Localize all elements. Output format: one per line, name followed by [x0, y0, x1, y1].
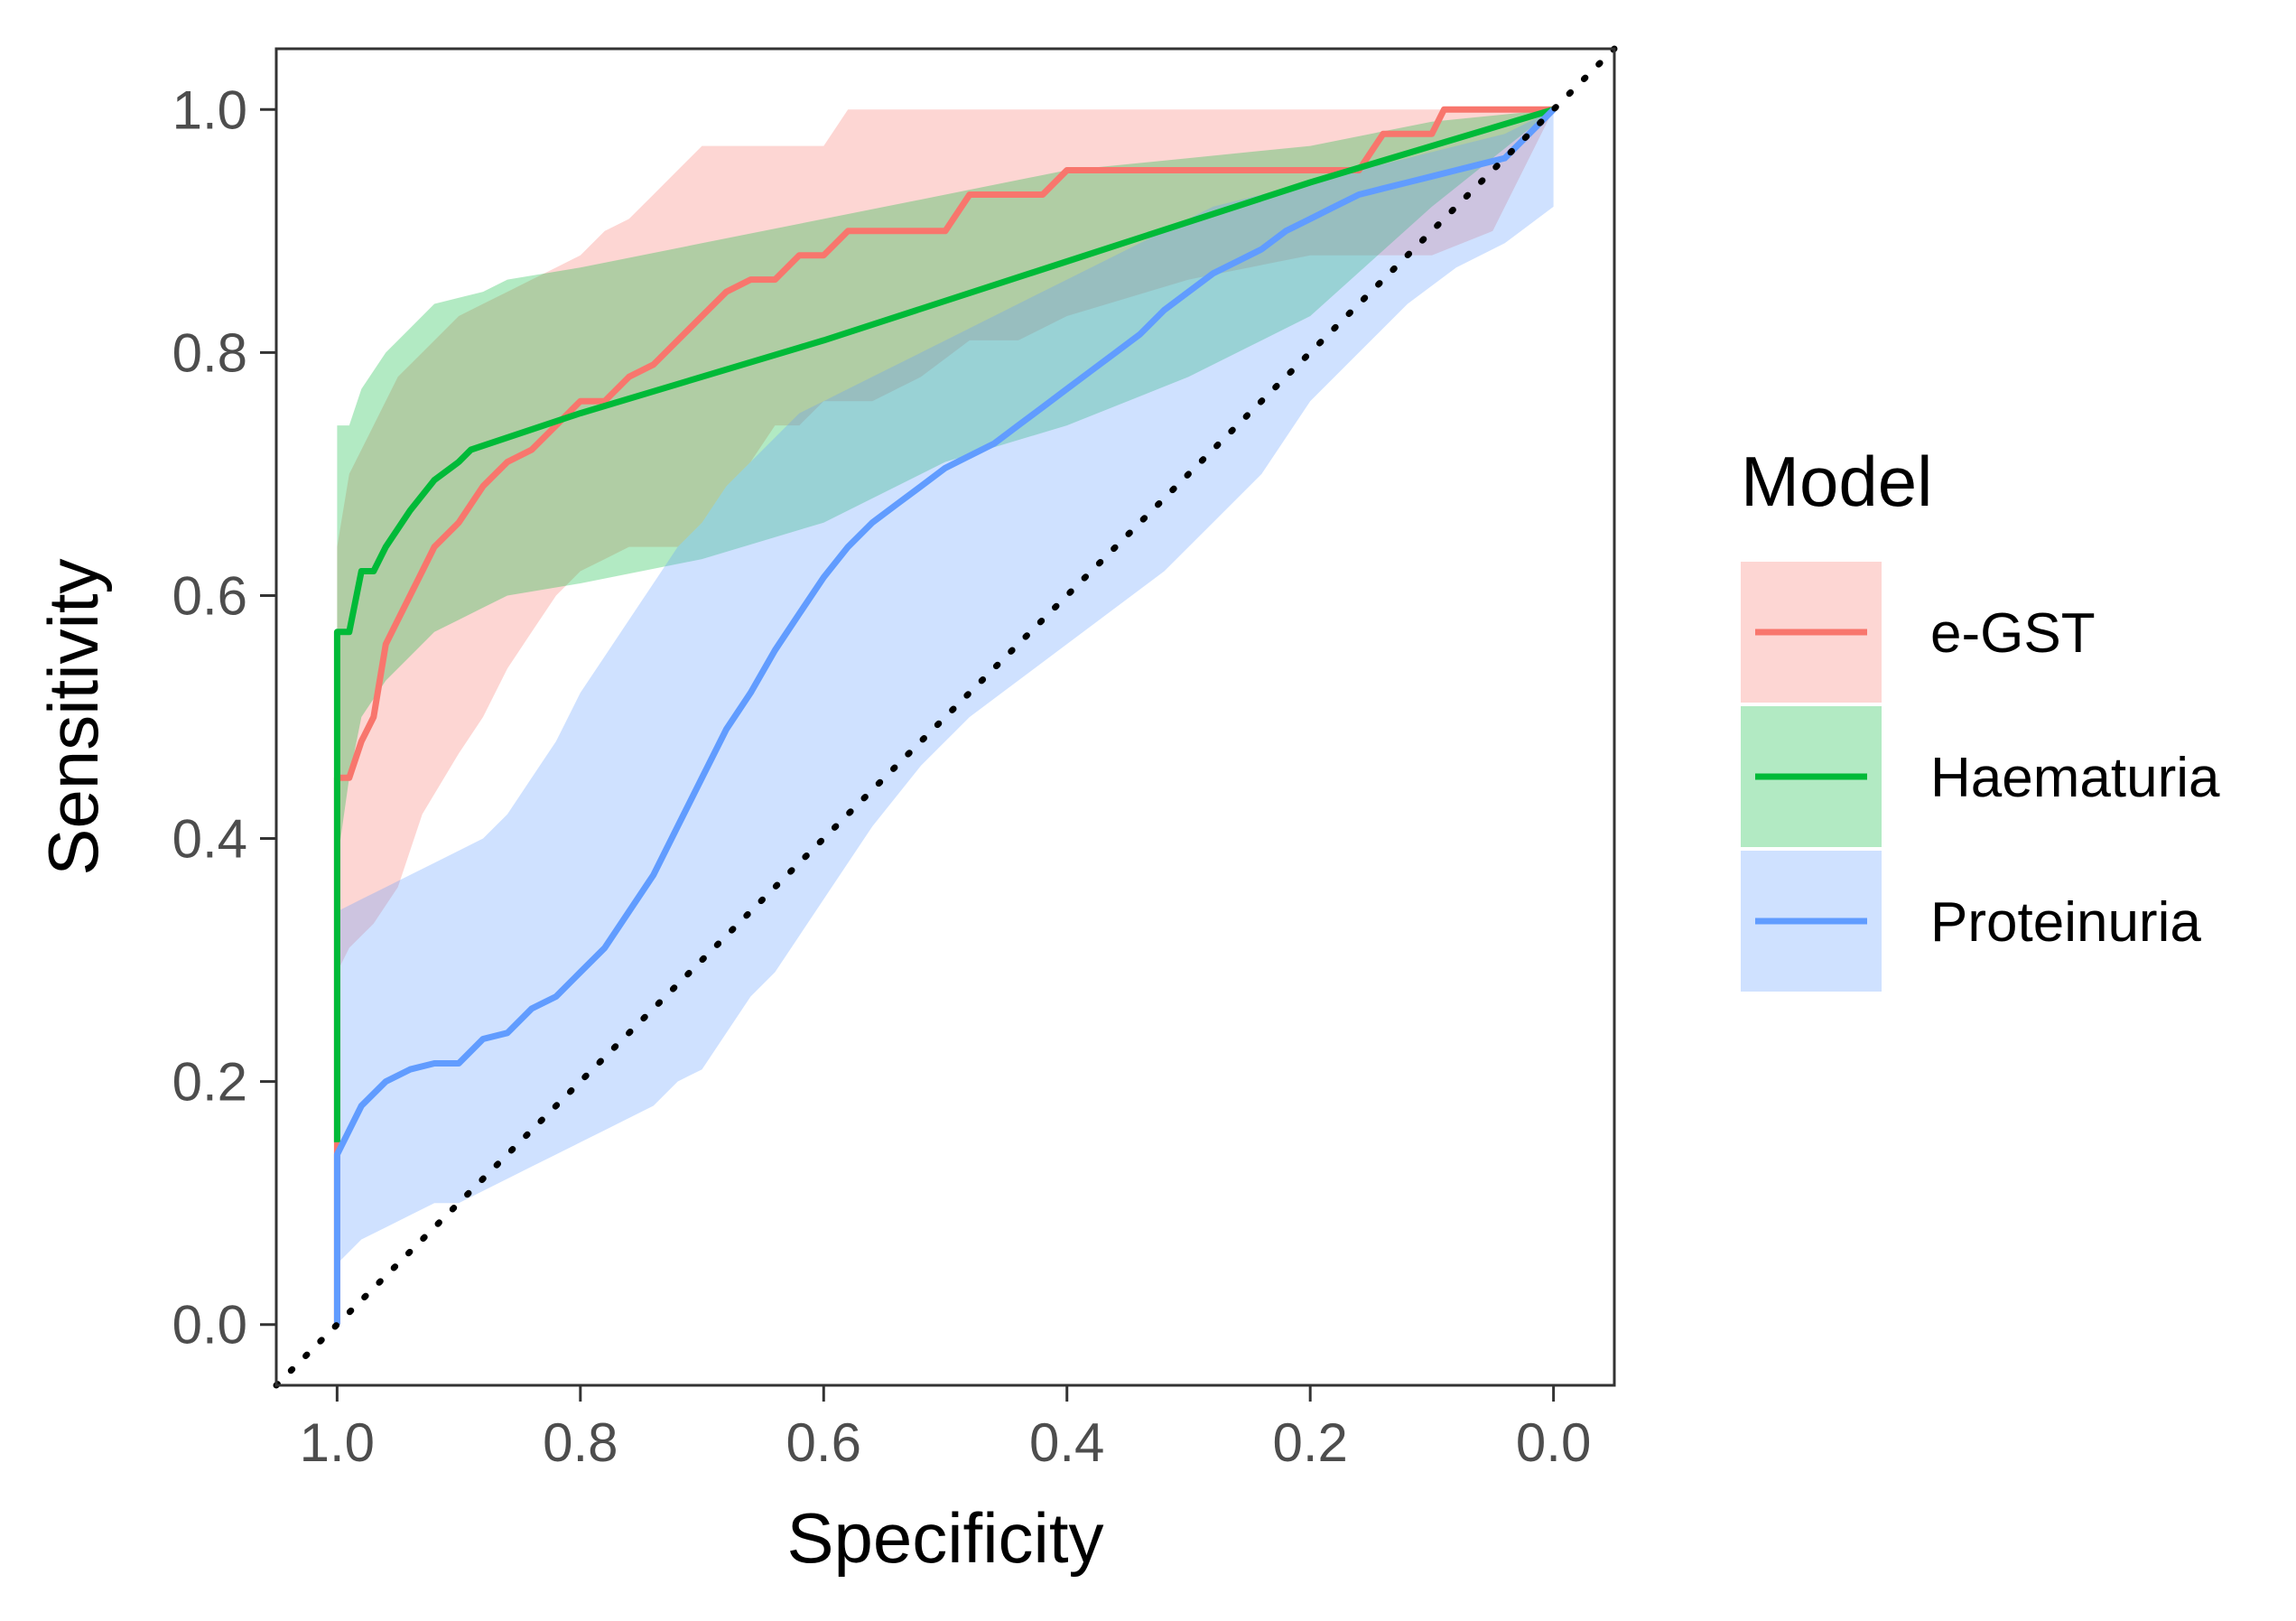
x-axis-title: Specificity — [786, 1498, 1103, 1578]
y-axis-title: Sensitivity — [33, 558, 113, 875]
roc-curve-proteinuria — [333, 107, 1557, 1325]
y-tick-label: 0.4 — [172, 809, 247, 870]
roc-curve-e-gst — [333, 106, 1554, 1325]
roc-curve-haematuria — [333, 106, 1555, 1142]
x-axis: 1.0 0.8 0.6 0.4 0.2 0.0 — [300, 1385, 1591, 1473]
x-tick-label: 0.0 — [1516, 1412, 1591, 1473]
legend-title: Model — [1741, 442, 1932, 521]
x-tick-label: 0.8 — [543, 1412, 618, 1473]
x-tick-label: 0.6 — [786, 1412, 861, 1473]
legend-label-e-gst: e-GST — [1930, 602, 2096, 665]
ci-band-haematuria — [337, 109, 1554, 863]
y-tick-label: 0.0 — [172, 1295, 247, 1355]
ci-band-proteinuria — [337, 109, 1554, 1264]
legend-label-proteinuria: Proteinuria — [1930, 891, 2201, 954]
chance-reference-line — [273, 45, 1618, 1389]
plot-panel-border — [274, 47, 1616, 1387]
legend: Model e-GST Haematuria Proteinuria — [1741, 442, 2220, 992]
x-tick-label: 0.2 — [1272, 1412, 1347, 1473]
ci-bands — [337, 109, 1554, 1264]
y-tick-label: 0.2 — [172, 1052, 247, 1113]
roc-curves — [333, 106, 1557, 1325]
x-tick-label: 0.4 — [1029, 1412, 1104, 1473]
y-tick-label: 1.0 — [172, 79, 247, 140]
ci-band-e-gst — [337, 109, 1554, 973]
x-tick-label: 1.0 — [300, 1412, 375, 1473]
y-tick-label: 0.8 — [172, 322, 247, 383]
legend-label-haematuria: Haematuria — [1930, 747, 2220, 809]
y-tick-label: 0.6 — [172, 565, 247, 626]
y-axis: 0.0 0.2 0.4 0.6 0.8 1.0 — [172, 79, 276, 1355]
